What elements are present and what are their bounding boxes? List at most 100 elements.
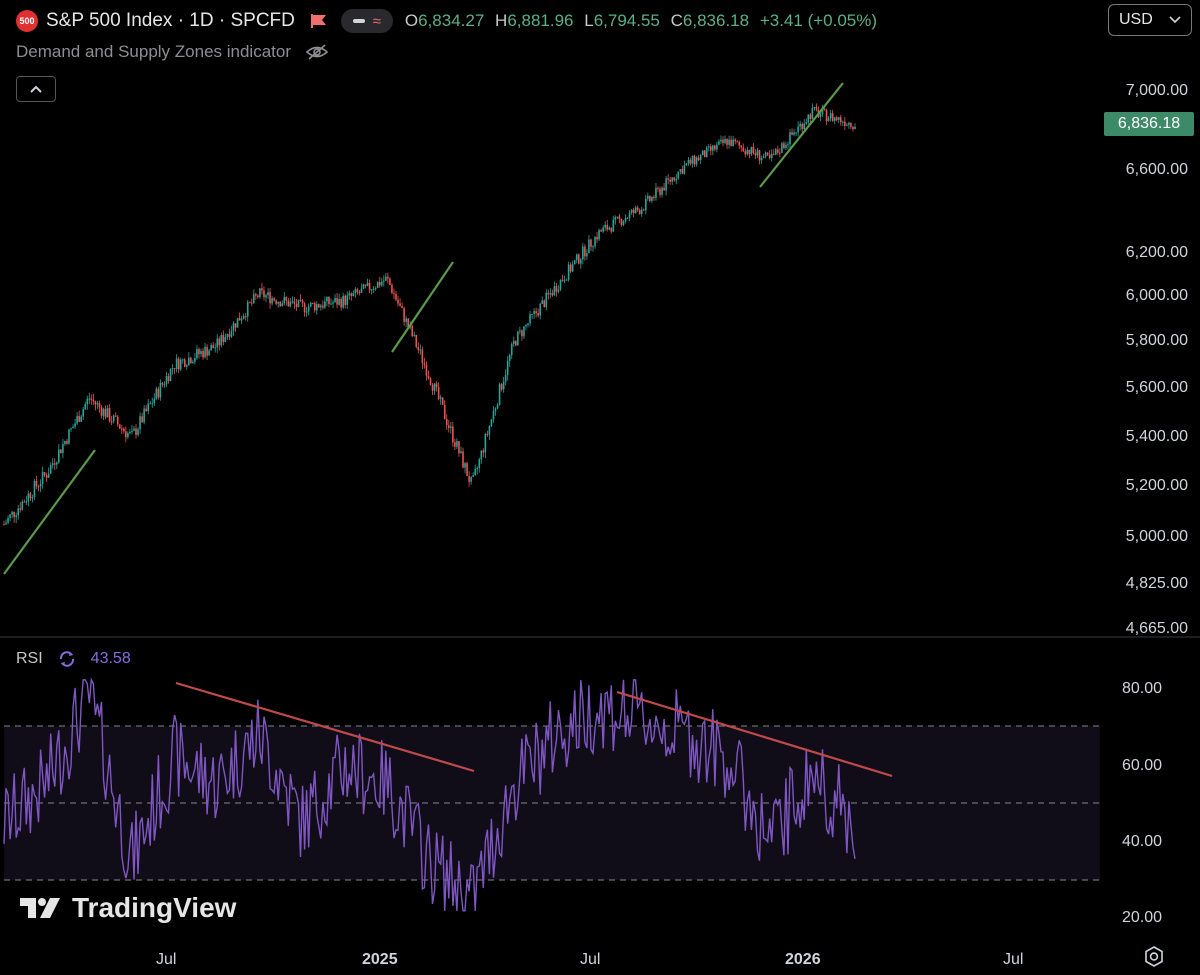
- candle-body: [752, 146, 755, 153]
- candle-body: [527, 323, 529, 325]
- candle-body: [415, 334, 418, 348]
- eye-hidden-icon[interactable]: [305, 43, 329, 61]
- candle-body: [746, 149, 749, 155]
- trendline-red-rsi-2[interactable]: [616, 690, 893, 778]
- price-tick: 5,000.00: [1125, 528, 1188, 545]
- candle-body: [661, 187, 663, 195]
- candle-body: [305, 311, 308, 313]
- candle-body: [7, 518, 9, 523]
- price-tick: 7,000.00: [1125, 82, 1188, 99]
- candle-body: [492, 410, 495, 420]
- candle-body: [318, 304, 320, 308]
- candle-body: [439, 397, 442, 399]
- candle-body: [328, 296, 330, 305]
- refresh-icon[interactable]: [57, 650, 77, 668]
- candle-body: [651, 196, 653, 201]
- candle-body: [632, 209, 635, 214]
- candle-body: [218, 338, 221, 346]
- candle-body: [35, 480, 38, 487]
- candle-body: [208, 350, 210, 356]
- flag-icon[interactable]: [310, 14, 327, 28]
- rsi-legend[interactable]: RSI 43.58: [16, 650, 131, 668]
- trendline-green-1[interactable]: [3, 449, 96, 575]
- candle-body: [815, 107, 818, 110]
- candle-body: [246, 301, 249, 317]
- candle-body: [484, 434, 487, 453]
- candle-body: [559, 279, 562, 290]
- time-tick: Jul: [156, 951, 177, 968]
- indicator-legend[interactable]: Demand and Supply Zones indicator: [16, 42, 329, 62]
- candle-body: [846, 124, 848, 126]
- candle-body: [293, 301, 296, 304]
- candle-body: [332, 302, 334, 304]
- candle-body: [366, 282, 369, 286]
- trendline-green-2[interactable]: [391, 261, 454, 353]
- candle-body: [533, 311, 535, 314]
- candle-body: [571, 264, 574, 272]
- candle-body: [299, 299, 302, 301]
- candle-body: [149, 403, 152, 405]
- candle-body: [602, 227, 604, 232]
- candle-body: [216, 338, 219, 348]
- symbol-title[interactable]: S&P 500 Index · 1D · SPCFD: [46, 10, 295, 31]
- candle-body: [787, 144, 789, 146]
- candle-body: [831, 113, 834, 121]
- gear-icon[interactable]: [1143, 946, 1165, 968]
- candle-body: [206, 346, 208, 356]
- sp500-logo[interactable]: 500: [16, 10, 38, 32]
- candle-body: [541, 300, 544, 304]
- candle-body: [716, 144, 718, 150]
- candle-body: [159, 382, 162, 398]
- candle-body: [724, 138, 726, 143]
- candle-body: [766, 152, 769, 155]
- trendline-green-3[interactable]: [759, 82, 844, 188]
- candle-body: [488, 425, 491, 435]
- candle-body: [742, 147, 745, 152]
- candle-body: [230, 331, 233, 337]
- candle-body: [441, 397, 444, 405]
- candle-body: [586, 253, 588, 257]
- candle-body: [17, 508, 20, 516]
- trendline-red-rsi-1[interactable]: [175, 681, 475, 773]
- candle-body: [683, 165, 686, 174]
- candle-body: [454, 442, 456, 447]
- candle-body: [561, 279, 564, 281]
- candle-body: [779, 152, 781, 154]
- collapse-legend-button[interactable]: [16, 76, 56, 102]
- candle-body: [691, 155, 694, 164]
- candle-body: [15, 515, 17, 518]
- indicator-name: Demand and Supply Zones indicator: [16, 42, 291, 61]
- rsi-value: 43.58: [90, 650, 131, 667]
- currency-select[interactable]: USD: [1108, 4, 1192, 36]
- candle-body: [703, 150, 706, 158]
- candle-body: [127, 432, 129, 438]
- candle-body: [352, 293, 355, 296]
- candle-body: [21, 501, 24, 510]
- candle-body: [167, 376, 170, 381]
- candle-body: [695, 157, 698, 165]
- candle-body: [401, 305, 403, 308]
- candle-body: [521, 330, 523, 337]
- candle-body: [118, 424, 121, 429]
- candle-body: [476, 467, 479, 470]
- candle-body: [563, 280, 566, 282]
- minus-icon: [352, 19, 365, 23]
- candle-body: [807, 114, 810, 123]
- candle-body: [594, 236, 596, 247]
- candle-body: [403, 307, 405, 322]
- candle-body: [108, 408, 111, 422]
- change-value: +3.41 (+0.05%): [759, 11, 878, 30]
- time-tick: Jul: [580, 951, 601, 968]
- candle-body: [303, 303, 306, 313]
- time-tick: Jul: [1003, 951, 1024, 968]
- candle-body: [466, 463, 468, 477]
- candle-body: [143, 408, 145, 423]
- candle-body: [269, 292, 271, 304]
- candle-body: [640, 209, 643, 214]
- candle-body: [608, 227, 611, 230]
- candle-body: [610, 227, 613, 232]
- candle-body: [23, 501, 26, 503]
- candle-body: [517, 331, 519, 346]
- data-mode-toggle[interactable]: ≈: [340, 9, 393, 33]
